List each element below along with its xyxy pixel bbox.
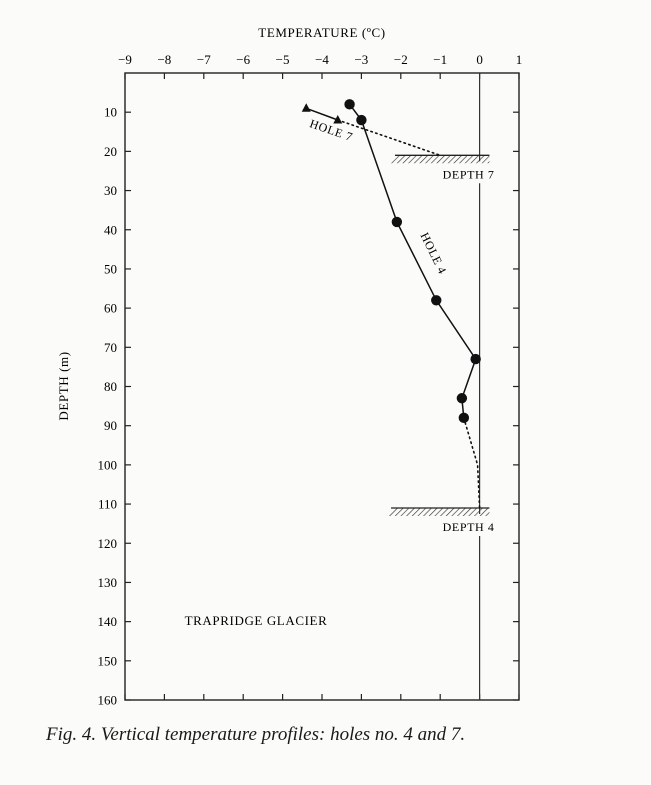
y-axis-title: DEPTH (m)	[56, 351, 71, 420]
hole-7-label: HOLE 7	[308, 116, 355, 144]
glacier-name-label: TRAPRIDGE GLACIER	[185, 613, 328, 628]
x-tick-label: −3	[354, 52, 368, 67]
y-tick-label: 60	[104, 301, 117, 316]
x-tick-label: 1	[516, 52, 523, 67]
hole-4-data-point	[458, 412, 470, 424]
hole-4-data-point	[456, 393, 468, 404]
y-tick-label: 110	[98, 497, 117, 512]
surface-label: DEPTH 4	[443, 520, 495, 534]
surface-hatch	[388, 155, 490, 164]
hole-4-data-point	[431, 295, 442, 306]
y-tick-label: 80	[104, 379, 117, 394]
hole-7-data-point	[301, 103, 311, 112]
x-tick-label: −4	[315, 52, 329, 67]
x-tick-label: −6	[236, 52, 250, 67]
x-tick-label: −1	[433, 52, 447, 67]
figure-caption: Fig. 4. Vertical temperature profiles: h…	[46, 724, 466, 745]
hole-4-data-point	[344, 99, 355, 110]
y-tick-label: 40	[104, 222, 117, 237]
hole-4-data-point	[391, 216, 403, 228]
hole-4-label: HOLE 4	[418, 230, 450, 276]
y-tick-label: 70	[104, 340, 117, 355]
surface-hatch	[385, 507, 490, 516]
y-tick-label: 20	[104, 144, 117, 159]
y-tick-label: 30	[104, 183, 117, 198]
hole-7-profile-line	[305, 107, 339, 121]
x-tick-label: −5	[276, 52, 290, 67]
y-tick-label: 140	[98, 614, 118, 629]
x-tick-label: 0	[476, 52, 483, 67]
y-tick-label: 120	[98, 536, 118, 551]
y-tick-label: 160	[98, 693, 118, 708]
y-tick-label: 10	[104, 105, 117, 120]
hole-4-extrapolation-line	[463, 417, 481, 509]
y-tick-label: 130	[98, 575, 118, 590]
y-tick-label: 150	[98, 653, 118, 668]
x-tick-label: −7	[197, 52, 211, 67]
y-tick-label: 100	[98, 457, 118, 472]
x-tick-label: −2	[394, 52, 408, 67]
x-axis-title: TEMPERATURE (ºC)	[258, 25, 385, 40]
x-tick-label: −8	[157, 52, 171, 67]
x-tick-label: −9	[118, 52, 132, 67]
hole-4-data-point	[356, 114, 367, 126]
temperature-depth-chart: −9 −8 −7 −6 −5 −4 −3 −2 −1 0 110203040506070809010…	[56, 25, 523, 708]
hole-7-data-point	[333, 115, 343, 124]
y-tick-label: 90	[104, 418, 117, 433]
y-tick-label: 50	[104, 261, 117, 276]
hole-7-extrapolation-line	[337, 119, 441, 157]
hole-4-data-point	[470, 353, 481, 365]
hole-4-profile-line	[349, 103, 477, 418]
surface-label: DEPTH 7	[443, 167, 495, 181]
